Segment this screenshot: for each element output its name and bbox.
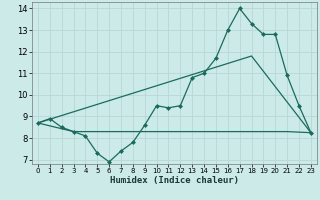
X-axis label: Humidex (Indice chaleur): Humidex (Indice chaleur) bbox=[110, 176, 239, 185]
